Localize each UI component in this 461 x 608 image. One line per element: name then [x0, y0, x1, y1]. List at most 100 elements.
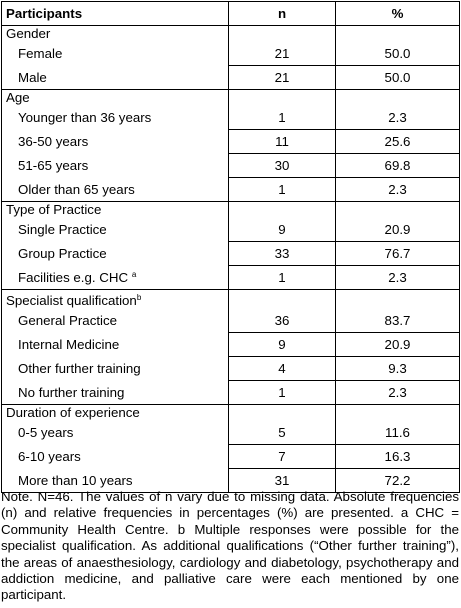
n-cell: 36 [228, 309, 336, 333]
group-title: Age [6, 90, 30, 105]
percent-cell: 2.3 [335, 265, 460, 290]
group-heading-row: Gender [1, 25, 460, 42]
group-title: Type of Practice [6, 202, 102, 217]
group: Age Younger than 36 years 1 2.3 36-50 years 1… [1, 89, 460, 202]
group: Type of Practice Single Practice 9 20.9 Grou… [1, 201, 460, 290]
empty-cell [228, 201, 336, 218]
empty-cell [335, 289, 460, 309]
data-row: Internal Medicine 9 20.9 [1, 332, 460, 357]
n-cell: 1 [228, 380, 336, 405]
empty-cell [228, 404, 336, 421]
header-cell: Participants [1, 1, 229, 26]
row-label: Younger than 36 years [18, 110, 152, 126]
percent-cell: 11.6 [335, 421, 460, 445]
percent-cell: 2.3 [335, 177, 460, 202]
data-row: Older than 65 years 1 2.3 [1, 177, 460, 202]
data-row: Facilities e.g. CHC a 1 2.3 [1, 265, 460, 290]
group-heading-cell: Specialist qualificationb [1, 289, 229, 309]
n-cell: 11 [228, 129, 336, 154]
n-cell: 1 [228, 265, 336, 290]
group-heading-cell: Duration of experience [1, 404, 229, 421]
row-label: General Practice [18, 313, 118, 329]
label-cell: 0-5 years [1, 421, 229, 445]
label-cell: 6-10 years [1, 444, 229, 469]
participants-table: Participants n % Gender Female 21 50.0 Male 2… [1, 1, 460, 493]
label-cell: 36-50 years [1, 129, 229, 154]
label-cell: No further training [1, 380, 229, 405]
row-label: Internal Medicine [18, 337, 120, 352]
data-row: Group Practice 33 76.7 [1, 241, 460, 266]
row-label: No further training [18, 384, 125, 400]
n-cell: 21 [228, 65, 336, 90]
data-row: General Practice 36 83.7 [1, 309, 460, 333]
row-label: 36-50 years [18, 134, 89, 149]
group: Gender Female 21 50.0 Male 21 50.0 [1, 25, 460, 90]
group-heading-cell: Type of Practice [1, 201, 229, 218]
data-row: Other further training 4 9.3 [1, 356, 460, 381]
percent-cell: 25.6 [335, 129, 460, 154]
empty-cell [335, 404, 460, 421]
empty-cell [228, 289, 336, 309]
n-cell: 1 [228, 106, 336, 130]
label-cell: Older than 65 years [1, 177, 229, 202]
data-row: 0-5 years 5 11.6 [1, 421, 460, 445]
percent-cell: 2.3 [335, 106, 460, 130]
percent-cell: 16.3 [335, 444, 460, 469]
table-note: Note. N=46. The values of n vary due to … [1, 489, 459, 603]
percent-cell: 50.0 [335, 65, 460, 90]
percent-cell: 69.8 [335, 153, 460, 178]
data-row: Male 21 50.0 [1, 65, 460, 90]
n-cell: 9 [228, 218, 336, 242]
n-cell: 30 [228, 153, 336, 178]
n-cell: 4 [228, 356, 336, 381]
group-heading-row: Duration of experience [1, 404, 460, 421]
row-label: 6-10 years [18, 449, 81, 464]
group-title: Specialist qualification [6, 293, 137, 308]
percent-cell: 20.9 [335, 332, 460, 357]
empty-cell [335, 25, 460, 42]
n-cell: 31 [228, 468, 336, 493]
data-row: More than 10 years 31 72.2 [1, 468, 460, 493]
label-cell: Internal Medicine [1, 332, 229, 357]
data-row: No further training 1 2.3 [1, 380, 460, 405]
data-row: Single Practice 9 20.9 [1, 218, 460, 242]
group: Specialist qualificationb General Practic… [1, 289, 460, 405]
label-cell: Group Practice [1, 241, 229, 266]
row-label: Male [18, 69, 47, 85]
row-label: Other further training [18, 361, 141, 376]
label-cell: Single Practice [1, 218, 229, 242]
group-heading-cell: Age [1, 89, 229, 106]
n-cell: 21 [228, 42, 336, 66]
n-cell: 1 [228, 177, 336, 202]
percent-cell: 72.2 [335, 468, 460, 493]
group-heading-row: Specialist qualificationb [1, 289, 460, 309]
header-cell: % [335, 1, 460, 26]
row-label: 51-65 years [18, 158, 89, 173]
percent-cell: 76.7 [335, 241, 460, 266]
n-cell: 5 [228, 421, 336, 445]
label-cell: 51-65 years [1, 153, 229, 178]
n-cell: 7 [228, 444, 336, 469]
percent-cell: 2.3 [335, 380, 460, 405]
empty-cell [335, 89, 460, 106]
empty-cell [228, 25, 336, 42]
data-row: 6-10 years 7 16.3 [1, 444, 460, 469]
data-row: Younger than 36 years 1 2.3 [1, 106, 460, 130]
data-row: 51-65 years 30 69.8 [1, 153, 460, 178]
group-heading-cell: Gender [1, 25, 229, 42]
header-row: Participants n % [1, 1, 460, 26]
percent-cell: 20.9 [335, 218, 460, 242]
group-heading-row: Age [1, 89, 460, 106]
data-row: 36-50 years 11 25.6 [1, 129, 460, 154]
label-cell: Other further training [1, 356, 229, 381]
n-cell: 33 [228, 241, 336, 266]
row-label: Facilities e.g. CHC [18, 269, 129, 285]
group-title: Gender [6, 26, 51, 41]
label-cell: Male [1, 65, 229, 90]
percent-cell: 83.7 [335, 309, 460, 333]
label-cell: Facilities e.g. CHC a [1, 265, 229, 290]
group-title: Duration of experience [6, 405, 140, 420]
n-cell: 9 [228, 332, 336, 357]
row-label: Female [18, 46, 63, 62]
